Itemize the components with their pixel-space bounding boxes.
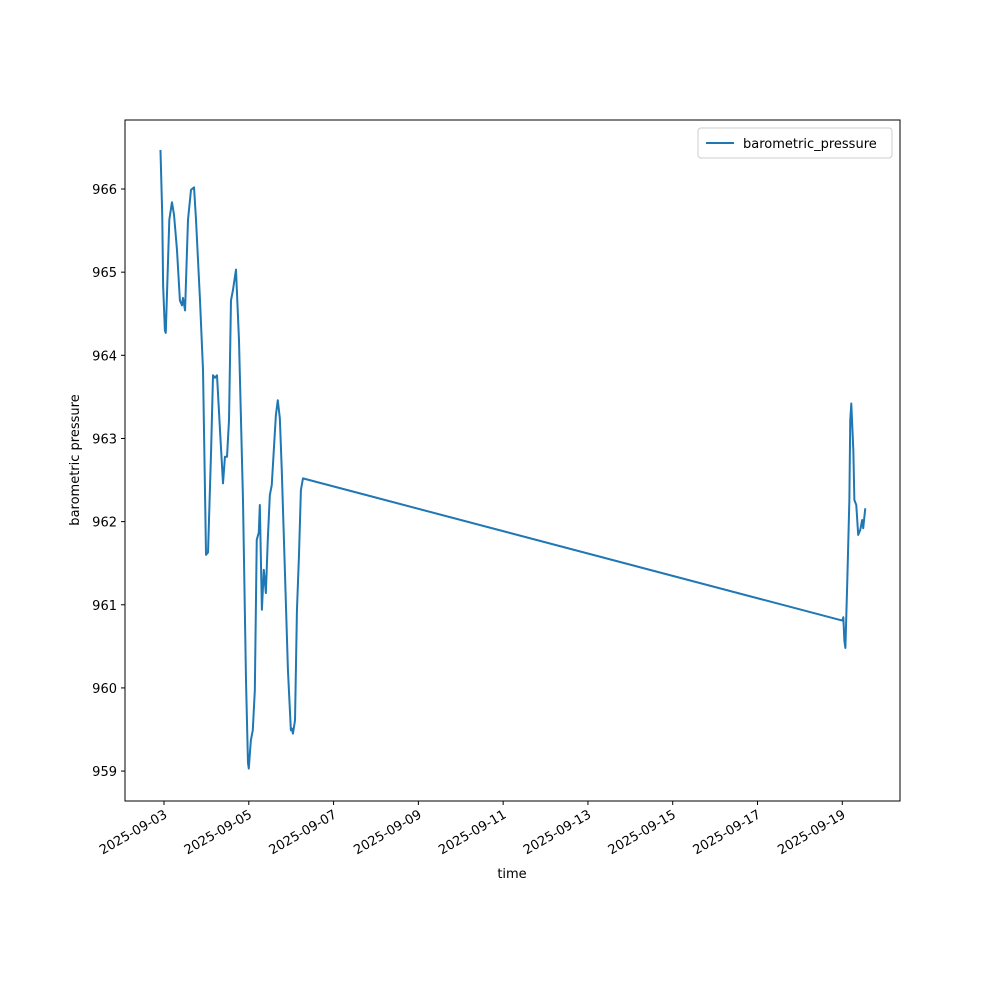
y-tick-label: 959: [92, 765, 117, 780]
y-axis-label: barometric pressure: [68, 394, 83, 525]
y-tick-label: 964: [92, 349, 117, 364]
y-tick-label: 961: [92, 599, 117, 614]
y-tick-label: 960: [92, 682, 117, 697]
legend-box: [697, 127, 893, 159]
y-tick-label: 965: [92, 266, 117, 281]
line-series: [159, 149, 867, 770]
legend-label: barometric_pressure: [743, 137, 877, 152]
y-tick-label: 963: [92, 432, 117, 447]
y-tick-label: 966: [92, 183, 117, 198]
y-tick-label: 962: [92, 516, 117, 531]
plot-frame: [124, 119, 901, 802]
x-axis-label: time: [497, 867, 526, 882]
legend: barometric_pressure: [697, 127, 893, 159]
